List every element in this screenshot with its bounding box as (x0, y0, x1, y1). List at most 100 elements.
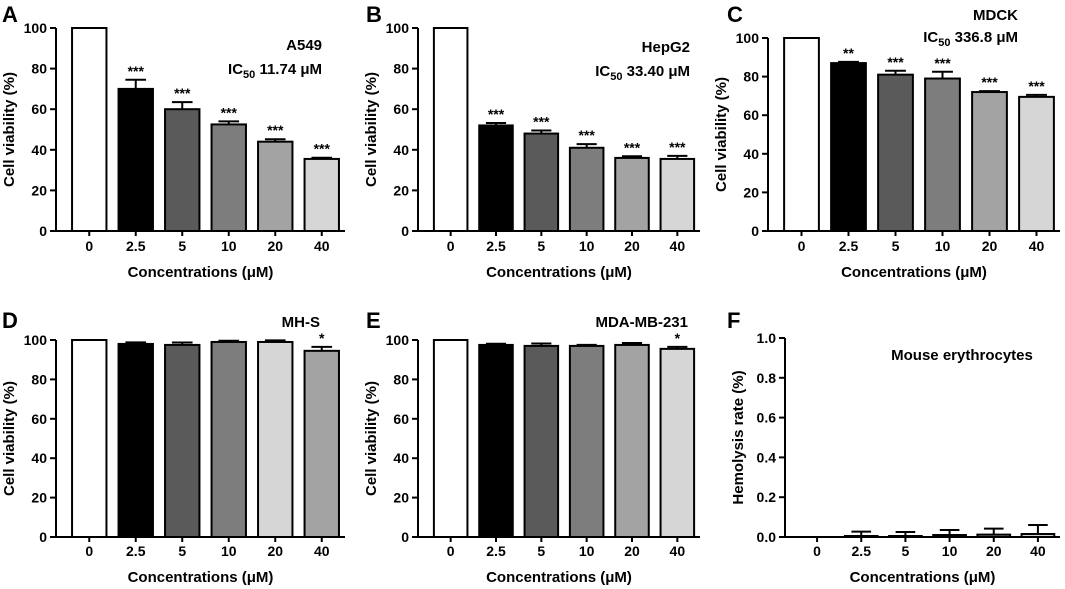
x-tick-label: 2.5 (852, 543, 872, 559)
y-tick-label: 40 (393, 142, 409, 158)
x-tick-label: 5 (902, 543, 910, 559)
x-tick-label: 5 (537, 238, 545, 254)
x-tick-label: 2.5 (126, 238, 146, 254)
bar-40 (659, 347, 696, 538)
x-axis-label: Concentrations (μM) (486, 569, 632, 586)
error-bar (667, 345, 688, 349)
x-tick-label: 5 (178, 238, 186, 254)
bar-20 (257, 340, 294, 538)
y-axis-label: Cell viability (%) (713, 77, 730, 192)
y-tick-label: 0.8 (757, 370, 777, 386)
x-tick-label: 10 (221, 238, 237, 254)
bar-2.5 (478, 124, 514, 232)
x-axis-label: Concentrations (μM) (486, 264, 632, 281)
error-bar (895, 531, 916, 537)
error-bar (939, 529, 960, 536)
bar-10 (568, 344, 605, 538)
x-tick-label: 10 (942, 543, 958, 559)
ic50-label: IC50 336.8 μM (923, 29, 1018, 49)
significance-label: *** (221, 104, 238, 120)
error-bar (983, 527, 1004, 535)
x-tick-label: 2.5 (486, 238, 506, 254)
panel-letter: C (727, 2, 743, 27)
bar-40 (659, 157, 696, 232)
panel-title: A549 (286, 37, 322, 54)
significance-label: *** (533, 114, 550, 130)
bar-2.5 (117, 342, 154, 538)
significance-label: *** (934, 55, 951, 71)
panel-title: HepG2 (642, 39, 690, 56)
x-tick-label: 2.5 (126, 543, 146, 559)
significance-label: *** (128, 63, 145, 79)
bar-0 (71, 27, 108, 232)
significance-label: *** (267, 122, 284, 138)
panel-e: E 0 2.5 5 10 20 * 40 0 20 40 60 80 100 Concentrations … (363, 308, 700, 586)
bar-10 (210, 123, 247, 232)
y-tick-label: 0 (39, 529, 47, 545)
y-tick-label: 0 (401, 529, 409, 545)
panel-letter: A (2, 2, 18, 27)
x-axis-label: Concentrations (μM) (128, 264, 274, 281)
error-bar (932, 70, 953, 79)
error-bar (838, 60, 859, 64)
y-axis-label: Cell viability (%) (363, 381, 380, 496)
bar-5 (877, 73, 914, 232)
bar-2.5 (830, 62, 867, 233)
panel-f: F 0 2.5 5 10 20 40 0.0 0.2 0.4 0.6 0.8 1.0 Concentrat… (727, 308, 1060, 586)
error-bar (667, 154, 688, 159)
panel-d: D 0 2.5 5 10 20 * 40 0 20 40 60 80 100 Concentrations … (1, 308, 345, 586)
x-tick-label: 5 (178, 543, 186, 559)
x-tick-label: 2.5 (486, 543, 506, 559)
y-axis-label: Cell viability (%) (1, 381, 18, 496)
y-tick-label: 100 (386, 20, 410, 36)
significance-label: *** (578, 127, 595, 143)
significance-label: *** (624, 139, 641, 155)
y-tick-label: 60 (393, 411, 409, 427)
y-tick-label: 80 (31, 61, 47, 77)
x-tick-label: 10 (221, 543, 237, 559)
y-tick-label: 40 (743, 146, 759, 162)
y-tick-label: 40 (31, 142, 47, 158)
significance-label: *** (1028, 78, 1045, 94)
bar-5 (523, 344, 560, 538)
x-tick-label: 5 (537, 543, 545, 559)
panel-c: C 0 ** 2.5 *** 5 *** 10 *** 20 *** 40 0 20 40 60 80 100 Co… (713, 2, 1060, 281)
error-bar (125, 78, 147, 89)
error-bar (531, 342, 552, 346)
y-tick-label: 1.0 (757, 330, 777, 346)
x-axis-label: Concentrations (μM) (850, 569, 996, 586)
x-tick-label: 0 (85, 238, 93, 254)
y-tick-label: 80 (31, 371, 47, 387)
bar-2.5 (478, 343, 514, 538)
y-tick-label: 80 (393, 371, 409, 387)
x-tick-label: 0 (447, 238, 455, 254)
y-tick-label: 60 (31, 101, 47, 117)
panel-letter: E (366, 308, 381, 333)
y-axis-label: Hemolysis rate (%) (730, 370, 747, 504)
bar-0 (432, 339, 469, 538)
error-bar (576, 143, 597, 148)
x-tick-label: 0 (813, 543, 821, 559)
bar-20 (614, 343, 650, 538)
panel-letter: F (727, 308, 740, 333)
y-tick-label: 20 (31, 182, 47, 198)
x-tick-label: 0 (85, 543, 93, 559)
x-tick-label: 40 (1029, 238, 1045, 254)
y-tick-label: 0 (751, 223, 759, 239)
significance-label: *** (174, 85, 191, 101)
y-tick-label: 60 (393, 101, 409, 117)
x-tick-label: 2.5 (839, 238, 859, 254)
error-bar (979, 90, 1000, 93)
significance-label: * (675, 330, 681, 346)
bar-5 (164, 343, 201, 538)
error-bar (171, 101, 193, 110)
bar-40 (1018, 95, 1055, 232)
y-tick-label: 40 (31, 450, 47, 466)
y-tick-label: 20 (743, 184, 759, 200)
panel-letter: B (366, 2, 382, 27)
x-tick-label: 40 (670, 543, 686, 559)
bar-0 (432, 27, 469, 232)
x-tick-label: 40 (314, 543, 330, 559)
x-tick-label: 10 (579, 238, 595, 254)
x-axis-label: Concentrations (μM) (841, 264, 987, 281)
